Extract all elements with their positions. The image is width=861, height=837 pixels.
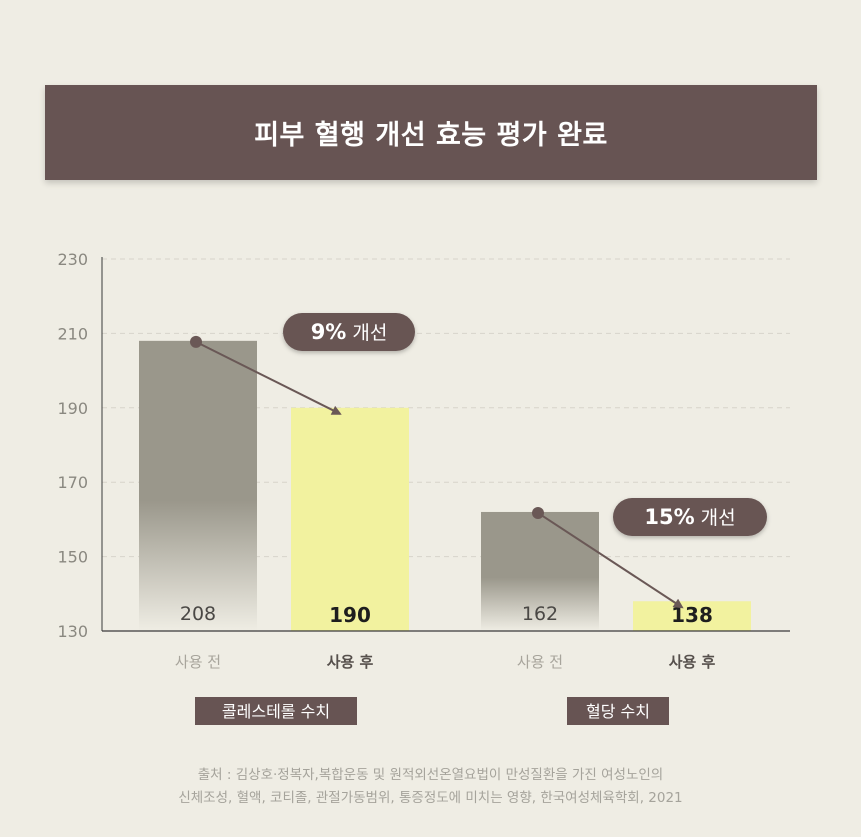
x-category-label: 사용 전 — [517, 653, 563, 671]
header-banner: 피부 혈행 개선 효능 평가 완료 — [45, 85, 817, 180]
group-label: 혈당 수치 — [567, 697, 669, 725]
group-label-text: 혈당 수치 — [586, 702, 650, 721]
bar-after — [291, 407, 409, 631]
improvement-badge: 9% 개선 — [283, 313, 415, 351]
bar-value-label: 138 — [671, 603, 713, 627]
y-tick-label: 210 — [57, 324, 88, 343]
badge-label: 개선 — [352, 322, 387, 344]
improvement-badge: 15% 개선 — [613, 498, 767, 536]
trend-arrow — [537, 512, 684, 609]
trend-arrow — [195, 340, 342, 415]
badge-background — [283, 313, 415, 351]
y-tick-label: 130 — [57, 622, 88, 641]
trend-arrow-start-dot — [190, 335, 202, 348]
badge-text: 9% 개선 — [311, 320, 388, 344]
group-label-text: 콜레스테롤 수치 — [222, 702, 330, 721]
trend-arrow-start-dot — [532, 506, 544, 519]
badge-percent: 9% — [311, 320, 347, 344]
bar-before — [481, 511, 599, 631]
bar-value-label: 190 — [329, 603, 371, 627]
group-label: 콜레스테롤 수치 — [195, 697, 357, 725]
bar-value-label: 162 — [522, 603, 558, 625]
source-line-2: 신체조성, 혈액, 코티졸, 관절가동범위, 통증정도에 미치는 영향, 한국여… — [178, 790, 683, 806]
x-category-label: 사용 전 — [175, 653, 221, 671]
x-category-label: 사용 후 — [669, 653, 716, 671]
page-title: 피부 혈행 개선 효능 평가 완료 — [254, 120, 608, 151]
badge-percent: 15% — [644, 505, 694, 529]
y-tick-label: 190 — [57, 399, 88, 418]
badge-background — [613, 498, 767, 536]
badge-text: 15% 개선 — [644, 505, 735, 529]
group-label-background — [567, 697, 669, 725]
badge-label: 개선 — [701, 507, 736, 529]
bar-after — [633, 601, 751, 631]
y-tick-label: 150 — [57, 548, 88, 567]
group-label-background — [195, 697, 357, 725]
source-citation: 출처 : 김상호·정복자,복합운동 및 원적외선온열요법이 만성질환을 가진 여… — [0, 764, 861, 810]
x-category-label: 사용 후 — [327, 653, 374, 671]
bar-value-label: 208 — [180, 603, 216, 625]
source-line-1: 출처 : 김상호·정복자,복합운동 및 원적외선온열요법이 만성질환을 가진 여… — [197, 767, 664, 783]
bar-before — [139, 340, 257, 631]
y-tick-label: 230 — [57, 250, 88, 269]
y-tick-label: 170 — [57, 473, 88, 492]
